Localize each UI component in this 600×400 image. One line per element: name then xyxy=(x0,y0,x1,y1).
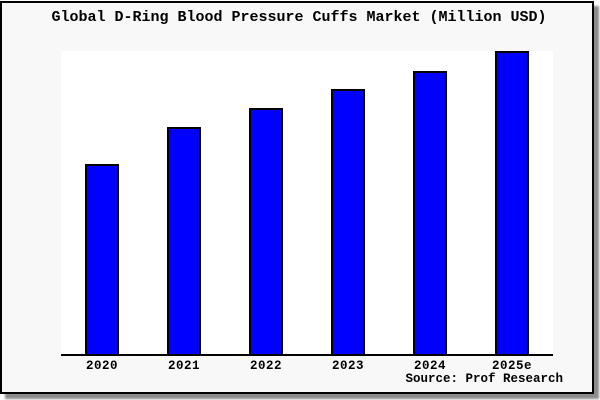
bar-2025e xyxy=(495,51,529,354)
x-tick-2020: 2020 xyxy=(85,359,118,373)
bar-2024 xyxy=(413,71,447,354)
bar-column-2021 xyxy=(143,51,225,354)
bars xyxy=(61,51,553,354)
plot-area xyxy=(61,51,553,356)
bar-column-2022 xyxy=(225,51,307,354)
x-tick-2025e: 2025e xyxy=(491,359,532,373)
chart-frame: Global D-Ring Blood Pressure Cuffs Marke… xyxy=(0,1,594,394)
bar-column-2023 xyxy=(307,51,389,354)
bar-column-2024 xyxy=(389,51,471,354)
bar-2023 xyxy=(331,89,365,354)
x-tick-2022: 2022 xyxy=(249,359,282,373)
bar-2021 xyxy=(167,126,201,354)
source-label: Source: Prof Research xyxy=(405,372,563,386)
x-tick-2024: 2024 xyxy=(413,359,446,373)
bar-2022 xyxy=(249,107,283,354)
x-axis-ticks: 2020 2021 2022 2023 2024 2025e xyxy=(61,359,553,373)
x-tick-2023: 2023 xyxy=(331,359,364,373)
bar-2020 xyxy=(85,164,119,354)
bar-column-2020 xyxy=(61,51,143,354)
x-tick-2021: 2021 xyxy=(167,359,200,373)
chart-title: Global D-Ring Blood Pressure Cuffs Marke… xyxy=(51,9,547,26)
bar-column-2025e xyxy=(471,51,553,354)
